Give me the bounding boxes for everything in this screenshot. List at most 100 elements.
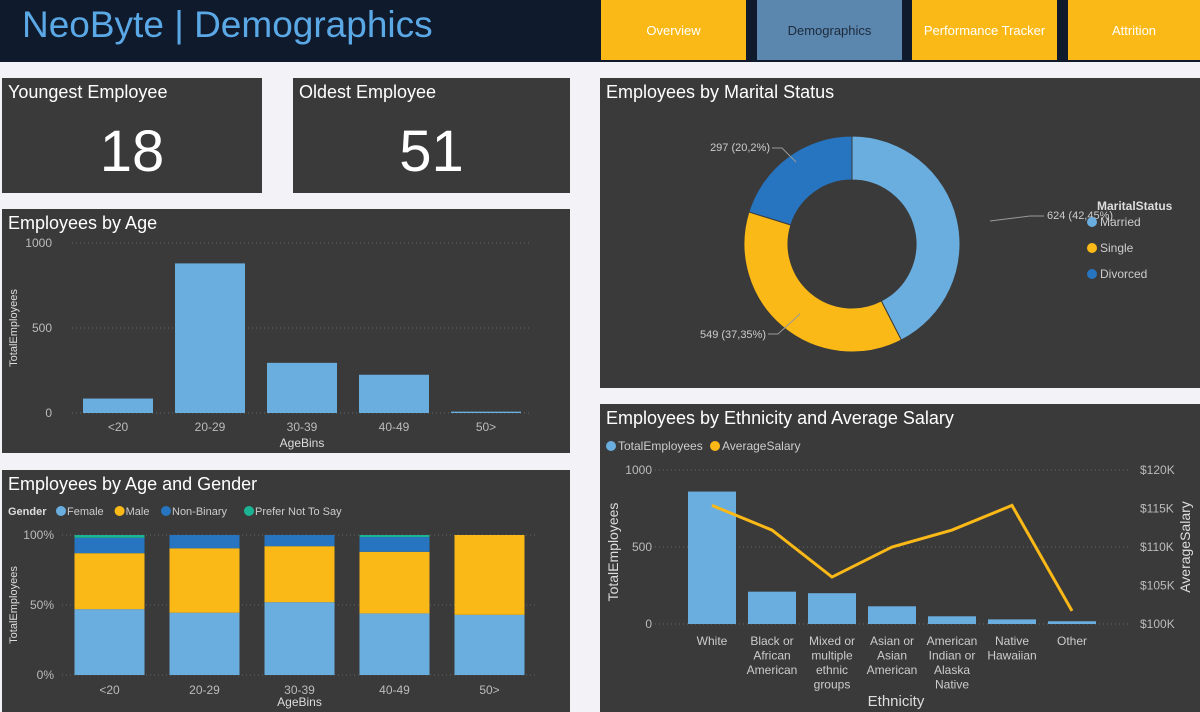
legend-marker <box>1087 243 1097 253</box>
tab-demographics[interactable]: Demographics <box>757 0 902 60</box>
x-tick-label: <20 <box>108 420 129 434</box>
oldest-employee-card: Oldest Employee 51 <box>293 78 570 193</box>
legend-label: Single <box>1100 241 1134 255</box>
y2-axis-label: AverageSalary <box>1177 501 1193 593</box>
x-tick-label: Mixed or <box>809 634 855 648</box>
y-tick-label: 0% <box>37 668 55 682</box>
x-tick-label: 30-39 <box>284 683 315 697</box>
x-tick-label: American <box>927 634 978 648</box>
x-tick-label: Other <box>1057 634 1087 648</box>
bar <box>868 606 916 624</box>
legend-label: AverageSalary <box>722 439 801 453</box>
x-tick-label: 20-29 <box>195 420 226 434</box>
y-axis-label: TotalEmployees <box>8 289 20 367</box>
bar-segment <box>169 612 240 675</box>
bar <box>83 398 153 413</box>
legend-title: Gender <box>8 506 47 518</box>
legend-title: MaritalStatus <box>1097 199 1173 213</box>
bar-segment <box>359 537 430 552</box>
age-gender-chart: Gender Female Male Non-Binary Prefer Not To … <box>8 506 537 709</box>
y2-tick-label: $110K <box>1140 540 1174 554</box>
tab-performance-tracker[interactable]: Performance Tracker <box>912 0 1057 60</box>
y-tick-label: 500 <box>632 540 652 554</box>
legend-label: Divorced <box>1100 267 1147 281</box>
x-tick-label: multiple <box>811 649 853 663</box>
data-label: 297 (20,2%) <box>710 142 770 154</box>
bar-segment <box>74 609 145 675</box>
tab-overview[interactable]: Overview <box>601 0 746 60</box>
x-tick-label: White <box>697 634 728 648</box>
legend-label: Non-Binary <box>172 506 228 518</box>
x-tick-label: Black or <box>750 634 793 648</box>
bar-segment <box>169 548 240 613</box>
bar <box>928 616 976 624</box>
bar-segment <box>74 535 145 538</box>
y-tick-label: 500 <box>32 321 52 335</box>
legend-label: TotalEmployees <box>618 439 703 453</box>
bar <box>1048 621 1096 624</box>
x-tick-label: Alaska <box>934 663 970 677</box>
chart-title: Employees by Marital Status <box>606 82 835 102</box>
x-axis-label: AgeBins <box>280 436 325 450</box>
x-tick-label: Asian <box>877 649 907 663</box>
leader-line <box>772 147 797 163</box>
x-tick-label: Indian or <box>929 649 976 663</box>
bar-segment <box>454 614 525 675</box>
legend-marker <box>606 441 616 451</box>
bar-segment <box>454 535 525 615</box>
bar <box>451 411 521 413</box>
legend-marker <box>56 506 66 516</box>
x-tick-label: 20-29 <box>189 683 220 697</box>
header-bar: NeoByte | Demographics Overview Demograp… <box>0 0 1200 62</box>
legend-label: Married <box>1100 215 1141 229</box>
bar <box>988 619 1036 624</box>
x-tick-label: groups <box>814 678 851 692</box>
bar-segment <box>359 535 430 538</box>
legend-marker <box>1087 269 1097 279</box>
x-tick-label: American <box>747 663 798 677</box>
bar-segment <box>264 546 335 603</box>
legend-label: Female <box>67 506 104 518</box>
data-label: 549 (37,35%) <box>700 329 766 341</box>
kpi-value: 18 <box>99 119 165 184</box>
legend-label: Male <box>126 506 150 518</box>
bar <box>359 374 429 413</box>
marital-chart: 624 (42,45%)Married 549 (37,35%) Single 297… <box>700 135 1173 353</box>
legend-marker <box>114 506 125 516</box>
chart-title: Employees by Age and Gender <box>8 474 258 494</box>
x-axis-label: Ethnicity <box>868 693 925 710</box>
bar-segment <box>169 535 240 549</box>
y-tick-label: 1000 <box>25 236 52 250</box>
bar-segment <box>74 553 145 610</box>
bar-segment <box>264 535 335 547</box>
donut-slice <box>748 135 853 226</box>
chart-title: Employees by Ethnicity and Average Salar… <box>606 408 954 428</box>
y2-tick-label: $100K <box>1140 617 1175 631</box>
x-tick-label: ethnic <box>816 663 848 677</box>
ethnicity-chart-card: Employees by Ethnicity and Average Salar… <box>600 404 1200 712</box>
tab-attrition[interactable]: Attrition <box>1068 0 1200 60</box>
y-tick-label: 1000 <box>625 463 652 477</box>
y-tick-label: 0 <box>645 617 652 631</box>
x-tick-label: <20 <box>99 683 120 697</box>
kpi-value: 51 <box>399 119 464 184</box>
x-tick-label: 30-39 <box>287 420 318 434</box>
x-tick-label: 40-49 <box>379 420 410 434</box>
x-tick-label: 40-49 <box>379 683 410 697</box>
x-axis-label: AgeBins <box>277 695 322 709</box>
y-tick-label: 50% <box>30 598 54 612</box>
youngest-employee-card: Youngest Employee 18 <box>2 78 262 193</box>
chart-title: Employees by Age <box>8 213 158 233</box>
y-tick-label: 0 <box>45 406 52 420</box>
salary-line <box>711 503 1074 612</box>
page-title: NeoByte | Demographics <box>22 4 433 45</box>
donut-slice <box>743 211 903 353</box>
bar-segment <box>74 537 145 554</box>
legend-marker <box>244 506 254 516</box>
bar <box>748 591 796 624</box>
x-tick-label: Native <box>935 678 969 692</box>
x-tick-label: 50> <box>479 683 499 697</box>
x-tick-label: Hawaiian <box>987 649 1036 663</box>
x-tick-label: Native <box>995 634 1029 648</box>
ethnicity-chart: TotalEmployees AverageSalary 0 500 1000 $100K… <box>605 439 1193 710</box>
